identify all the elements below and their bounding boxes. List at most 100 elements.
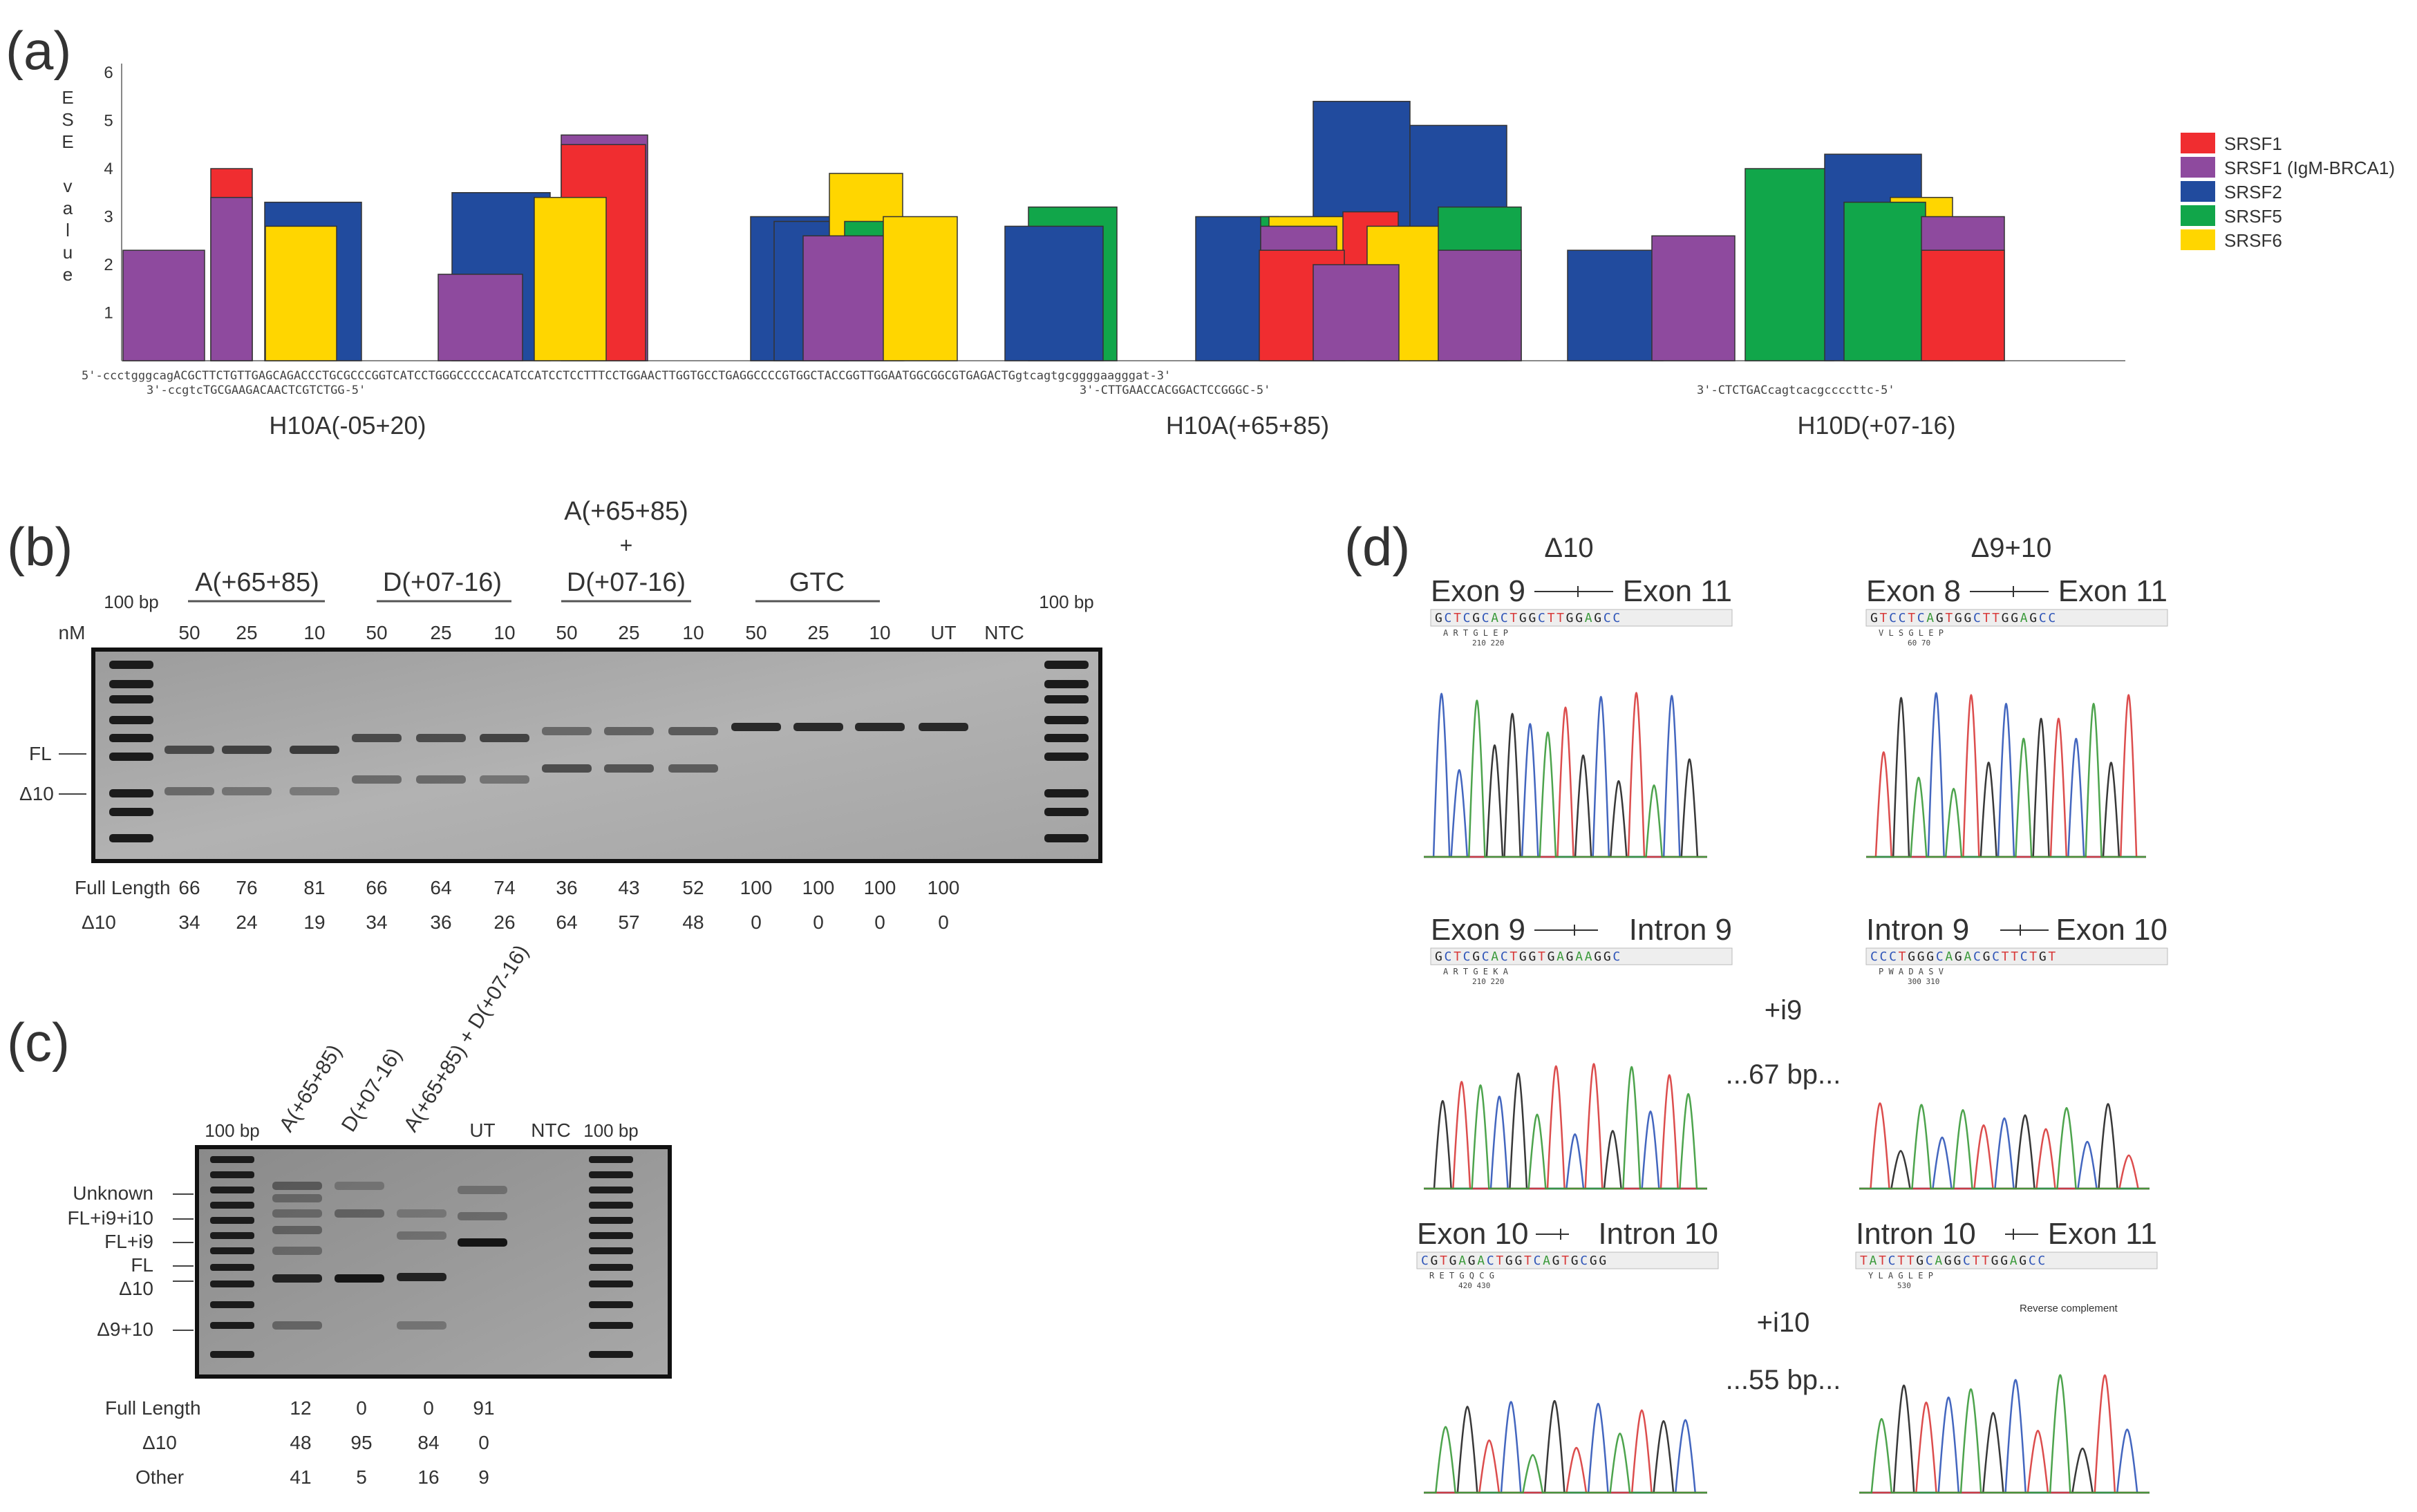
ese-bar — [1004, 225, 1104, 361]
b-lane-label: 50 — [178, 622, 200, 643]
b-ladder-band — [1044, 789, 1089, 797]
d-junction-left: Exon 9 — [1431, 913, 1525, 947]
c-delta10-value: 84 — [417, 1432, 439, 1453]
b-delta10-value: 34 — [366, 911, 387, 933]
d-seq-text: GCTCGCACTGGTGAGAAGGC — [1435, 949, 1622, 964]
b-lane-label: 10 — [682, 622, 704, 643]
c-sample-band — [272, 1226, 322, 1234]
d-seq-box — [1430, 947, 1733, 965]
b-fl-band — [290, 746, 339, 754]
d-junction: Intron 9 Exon 10 CCCTGGGCAGACGCTTCTGT P W A… — [1865, 913, 2168, 986]
legend-swatch-srsf6 — [2181, 229, 2215, 250]
ese-bar — [1843, 201, 1926, 361]
d-chromatogram-trace — [1859, 1103, 2150, 1190]
d-seq-box — [1416, 1251, 1719, 1269]
b-delta10-value: 34 — [178, 911, 200, 933]
c-sample-band — [458, 1212, 507, 1220]
b-delta10-band — [668, 764, 718, 773]
b-delta10-value: 36 — [430, 911, 451, 933]
c-lane-a: A(+65+85) — [275, 1041, 346, 1136]
b-nm-label: nM — [59, 622, 86, 643]
c-lane-ut: UT — [469, 1119, 495, 1141]
b-fl-band — [604, 727, 654, 735]
c-sample-band — [397, 1209, 446, 1218]
c-ladder-band — [210, 1322, 254, 1329]
b-lane-label: 25 — [618, 622, 639, 643]
b-lane-label: 25 — [236, 622, 257, 643]
c-band-fl-i9: FL+i9 — [104, 1231, 153, 1252]
d-junction-left: Exon 10 — [1417, 1217, 1528, 1251]
d-chromatogram-trace — [1424, 1409, 1707, 1494]
sequence-top: 5'-ccctgggcagACGCTTCTGTTGAGCAGACCCTGCGCC… — [82, 369, 1171, 383]
d-label-55bp: ...55 bp... — [1726, 1365, 1841, 1395]
c-band-fl-i9-i10: FL+i9+i10 — [67, 1207, 153, 1229]
b-ladder-band — [1044, 834, 1089, 842]
b-fl-band — [352, 734, 402, 742]
d-reverse-complement: Reverse complement — [2020, 1303, 2118, 1314]
b-group-gtc: GTC — [789, 568, 845, 597]
legend-label-srsf1: SRSF1 — [2224, 133, 2282, 154]
d-chromatogram-trace — [1866, 697, 2146, 858]
b-delta10-band — [164, 787, 214, 795]
c-ladder-band — [210, 1156, 254, 1163]
b-fl-value: 66 — [178, 877, 200, 898]
ese-bar — [1651, 235, 1736, 361]
legend-label-srsf2: SRSF2 — [2224, 182, 2282, 202]
c-sample-band — [272, 1321, 322, 1330]
ese-bar — [210, 196, 253, 361]
c-ladder-band — [589, 1264, 633, 1271]
d-seq-text: GCTCGCACTGGCTTGGAGCC — [1435, 611, 1622, 625]
ese-bar — [534, 196, 607, 361]
y-tick-label: 3 — [104, 208, 113, 227]
c-band-d10: Δ10 — [119, 1278, 153, 1299]
y-tick-label: 4 — [104, 160, 113, 178]
b-fl-band — [855, 723, 905, 731]
b-fl-band — [542, 727, 592, 735]
b-delta10-band — [352, 775, 402, 784]
legend-swatch-srsf5 — [2181, 205, 2215, 226]
c-ladder-band — [589, 1217, 633, 1224]
d-chromatogram-trace — [1424, 712, 1707, 858]
c-ladder-band — [210, 1351, 254, 1358]
b-row-full-length: Full Length — [75, 877, 171, 898]
d-chromatogram-trace — [1424, 1401, 1707, 1494]
b-fl-band — [731, 723, 781, 731]
d-aa-text: A R T G E K A — [1443, 967, 1509, 976]
d-seq-text: CCCTGGGCAGACGCTTCTGT — [1870, 949, 2058, 964]
b-delta10-band — [222, 787, 272, 795]
b-ladder-band — [1044, 753, 1089, 761]
b-lane-label: 50 — [366, 622, 387, 643]
b-band-fl: FL — [29, 743, 52, 764]
c-sample-band — [272, 1274, 322, 1283]
c-lane-ntc: NTC — [531, 1119, 571, 1141]
d-title-delta10: Δ10 — [1544, 533, 1593, 563]
d-pos-text: 420 430 — [1458, 1281, 1490, 1290]
y-axis-letter: u — [63, 242, 73, 263]
c-row-delta10: Δ10 — [142, 1432, 177, 1453]
b-lane-label: NTC — [984, 622, 1024, 643]
b-gel — [91, 648, 1102, 863]
c-ladder-left: 100 bp — [205, 1120, 260, 1141]
c-gel-bands — [210, 1156, 633, 1358]
c-lane-combo: A(+65+85) + D(+07-16) — [399, 941, 533, 1136]
ese-bars — [122, 100, 2005, 361]
panel-c-letter: (c) — [7, 1012, 70, 1072]
c-delta10-value: 95 — [350, 1432, 372, 1453]
d-chromatogram-trace — [1859, 1117, 2150, 1190]
b-delta10-band — [542, 764, 592, 773]
sequence-aon-3: 3'-CTCTGACcagtcacgccccttc-5' — [1697, 384, 1895, 397]
panel-b-letter: (b) — [7, 516, 73, 577]
group-label-3: H10D(+07-16) — [1797, 411, 1955, 440]
d-label-i9: +i9 — [1765, 995, 1803, 1026]
d-chromatogram-trace — [1424, 692, 1707, 858]
c-ladder-band — [210, 1217, 254, 1224]
c-quant-values: 12 0 0 91 48 95 84 0 41 5 16 9 — [290, 1397, 494, 1488]
d-junction-right: Intron 9 — [1629, 913, 1732, 947]
b-delta10-band — [604, 764, 654, 773]
d-chromatogram-trace — [1866, 702, 2146, 858]
c-full_length-value: 12 — [290, 1397, 311, 1419]
d-chromatogram-trace — [1424, 1072, 1707, 1190]
b-delta10-value: 0 — [938, 911, 949, 933]
ese-bar — [1567, 249, 1664, 361]
c-ladder-band — [210, 1171, 254, 1178]
